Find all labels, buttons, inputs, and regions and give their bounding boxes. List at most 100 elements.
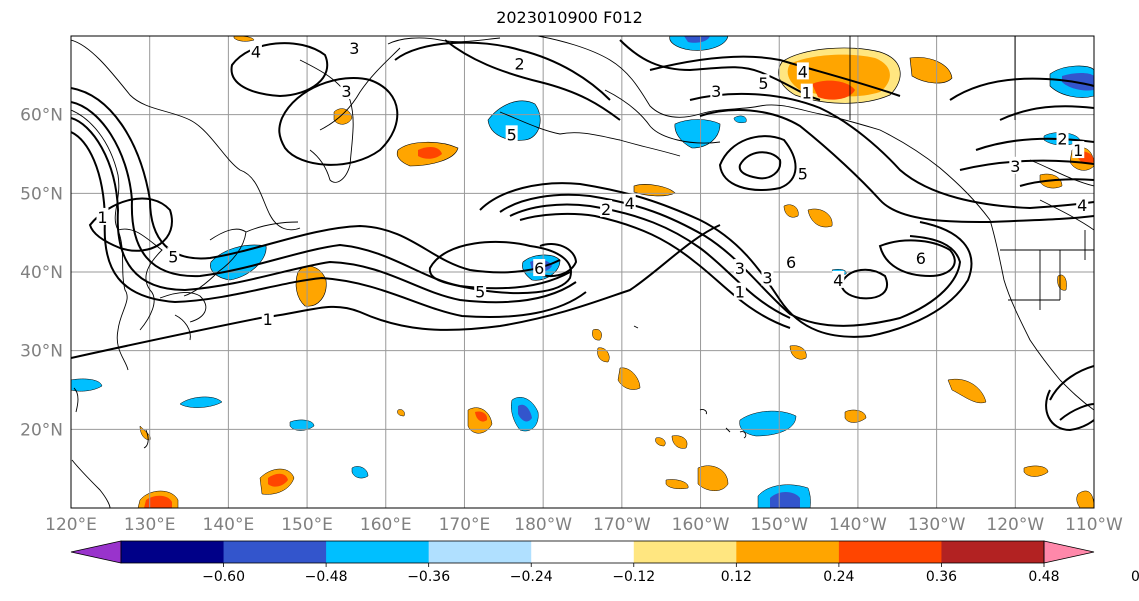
contour-label-mask <box>533 259 546 277</box>
contour-label: 4 <box>251 43 261 62</box>
latitude-label: 60°N <box>20 106 63 126</box>
contour-label: 1 <box>802 84 812 103</box>
longitude-label: 170°W <box>593 515 651 535</box>
contour-label: 2 <box>514 55 524 74</box>
colorbar-tick-label: −0.36 <box>407 569 450 585</box>
longitude-label: 150°E <box>281 515 333 535</box>
contour-label: 1 <box>735 283 745 302</box>
colorbar-tick-label: −0.12 <box>612 569 655 585</box>
contour-label-mask <box>167 247 180 265</box>
longitude-label: 160°E <box>360 515 412 535</box>
colorbar-segment <box>736 541 840 563</box>
colorbar: −0.60 −0.48 −0.36 −0.24 −0.12 0.12 0.24 0.36 0.4… <box>70 540 1139 585</box>
latitude-labels: 60°N 50°N 40°N 30°N 20°N <box>20 106 63 441</box>
contour-label-mask <box>1072 141 1085 159</box>
longitude-label: 120°W <box>986 515 1044 535</box>
contour-label: 3 <box>711 82 721 101</box>
colorbar-segment <box>531 541 635 563</box>
contour-label: 3 <box>735 259 745 278</box>
contour-label: 3 <box>341 82 351 101</box>
contour-label-mask <box>796 164 809 182</box>
colorbar-outline <box>120 540 1045 564</box>
map-frame <box>70 35 1095 509</box>
contour-label: 2 <box>601 200 611 219</box>
colorbar-tick-label: 0.48 <box>1028 569 1059 585</box>
contour-label-mask <box>800 83 813 101</box>
latitude-label: 20°N <box>20 420 63 440</box>
contour-label: 1 <box>263 310 273 329</box>
contour-label-mask <box>796 62 809 80</box>
colorbar-upper-extend <box>1043 540 1095 564</box>
colorbar-tick-label: 0.36 <box>926 569 957 585</box>
longitude-label: 130°W <box>908 515 966 535</box>
contour-label: 6 <box>786 253 796 272</box>
longitude-label: 110°W <box>1065 515 1123 535</box>
longitude-label: 140°E <box>203 515 255 535</box>
contour-label-mask <box>340 82 353 100</box>
colorbar-segment <box>223 541 327 563</box>
longitude-label: 170°E <box>439 515 491 535</box>
contour-label: 5 <box>798 165 808 184</box>
contour-label-mask <box>1076 196 1089 214</box>
contour-label-mask <box>474 282 487 300</box>
contour-label: 3 <box>1010 157 1020 176</box>
map-title: 2023010900 F012 <box>496 8 643 27</box>
colorbar-segment <box>941 541 1045 563</box>
contour-label-mask <box>785 252 798 270</box>
contour-label: 6 <box>916 249 926 268</box>
contour-label: 5 <box>507 125 517 144</box>
positive-anomaly-region <box>137 36 1094 508</box>
colorbar-tick-label: 0.60 <box>1131 569 1139 585</box>
contour-label-mask <box>733 282 746 300</box>
colorbar-tick-label: −0.60 <box>202 569 245 585</box>
contour-label: 5 <box>758 74 768 93</box>
latitude-label: 40°N <box>20 263 63 283</box>
contour-label-mask <box>623 193 636 211</box>
contour-label-mask <box>914 248 927 266</box>
contour-label-mask <box>513 54 526 72</box>
latitude-label: 30°N <box>20 342 63 362</box>
colorbar-tick-label: 0.24 <box>823 569 854 585</box>
contour-label: 1 <box>1073 141 1083 160</box>
contour-label: 4 <box>798 62 808 81</box>
contour-label-mask <box>733 259 746 277</box>
contour-label: 1 <box>97 208 107 227</box>
coastlines <box>71 36 1094 508</box>
colorbar-tick-label: −0.24 <box>510 569 553 585</box>
contour-label-mask <box>761 268 774 286</box>
longitude-label: 160°W <box>672 515 730 535</box>
contour-label-mask <box>600 200 613 218</box>
black-contour-lines <box>71 39 1094 432</box>
contour-label-mask <box>1009 156 1022 174</box>
longitude-label: 150°W <box>750 515 808 535</box>
colorbar-segment <box>633 541 737 563</box>
contour-label-mask <box>261 310 274 328</box>
colorbar-lower-extend <box>70 540 122 564</box>
contour-label: 4 <box>625 194 635 213</box>
contour-label: 3 <box>762 269 772 288</box>
contour-label: 6 <box>534 259 544 278</box>
colorbar-segment <box>428 541 532 563</box>
contour-label-mask <box>96 207 109 225</box>
contour-label-mask <box>1056 129 1069 147</box>
contour-label-mask <box>832 270 845 288</box>
longitude-label: 180°W <box>514 515 572 535</box>
contour-label: 4 <box>1077 196 1087 215</box>
contour-label: 2 <box>1057 129 1067 148</box>
contour-label: 5 <box>475 283 485 302</box>
contour-label: 3 <box>349 39 359 58</box>
contour-label-mask <box>505 125 518 143</box>
longitude-label: 120°E <box>45 515 97 535</box>
latitude-label: 50°N <box>20 184 63 204</box>
longitude-labels: 120°E 130°E 140°E 150°E 160°E 170°E 180°W 170°W… <box>45 515 1123 535</box>
contour-label-mask <box>348 38 361 56</box>
contour-label-mask <box>710 82 723 100</box>
contour-label: 4 <box>833 271 843 290</box>
contour-label: 5 <box>168 247 178 266</box>
longitude-label: 140°W <box>829 515 887 535</box>
contour-label-mask <box>757 74 770 92</box>
longitude-label: 130°E <box>124 515 176 535</box>
colorbar-tick-label: 0.12 <box>721 569 752 585</box>
